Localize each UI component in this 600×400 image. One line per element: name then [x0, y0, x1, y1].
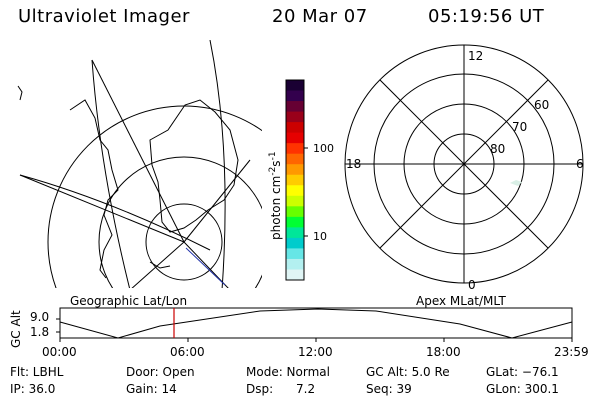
info-gain: Gain: 14	[126, 382, 177, 396]
orbit-y-label: GC Alt	[9, 310, 23, 348]
colorbar-segment	[286, 80, 304, 92]
mlt-label-6: 6	[576, 157, 584, 171]
lat-label-70: 70	[512, 120, 527, 134]
geographic-caption: Geographic Lat/Lon	[70, 294, 188, 308]
meridian	[209, 40, 226, 288]
info-door: Door: Open	[126, 365, 195, 379]
info-dsp: Dsp: 7.2	[246, 382, 316, 396]
colorbar-segment	[286, 185, 304, 197]
colorbar-frame	[285, 79, 305, 281]
colorbar-segment	[286, 174, 304, 186]
time: 05:19:56 UT	[428, 6, 545, 27]
info-flt: Flt: LBHL	[10, 365, 64, 379]
coastline	[69, 99, 119, 279]
coastline	[17, 85, 23, 101]
colorbar-segment	[286, 111, 304, 123]
orbit-panel: GC Alt	[9, 307, 573, 348]
y-tick-label: 9.0	[30, 310, 50, 324]
meridian	[183, 159, 251, 243]
x-tick-label: 00:00	[42, 345, 77, 359]
y-tick-label: 1.8	[30, 325, 50, 339]
colorbar-segment	[286, 153, 304, 165]
orbit-track	[185, 247, 226, 286]
meridian	[91, 59, 185, 243]
colorbar-segment	[286, 206, 304, 218]
colorbar-unit-label: photon cm-2s-1	[268, 151, 283, 240]
info-glat: GLat: −76.1	[486, 365, 559, 379]
x-tick-label: 18:00	[426, 345, 461, 359]
x-tick-label: 06:00	[170, 345, 205, 359]
meridian	[91, 59, 131, 288]
colorbar-segment	[286, 90, 304, 102]
colorbar-segment	[286, 227, 304, 239]
lat-label-60: 60	[534, 98, 549, 112]
colorbar-segment	[286, 122, 304, 134]
aurora-patch	[510, 180, 522, 186]
info-glon: GLon: 300.1	[486, 382, 559, 396]
colorbar-tick-label: 100	[313, 142, 334, 155]
colorbar-segment	[286, 164, 304, 176]
info-seq: Seq: 39	[366, 382, 412, 396]
apex-caption: Apex MLat/MLT	[416, 294, 506, 308]
colorbar-segment	[286, 237, 304, 249]
meridian	[19, 174, 211, 251]
info-gc-alt: GC Alt: 5.0 Re	[366, 365, 450, 379]
colorbar-segment	[286, 101, 304, 113]
mlt-label-18: 18	[346, 157, 361, 171]
polar-plot	[344, 44, 584, 284]
geographic-map	[17, 40, 262, 288]
x-tick-label: 23:59	[554, 345, 589, 359]
lat-circle	[98, 156, 262, 288]
mlt-label-0: 0	[468, 278, 476, 292]
colorbar-segment	[286, 269, 304, 281]
colorbar	[286, 80, 304, 281]
colorbar-segment	[286, 132, 304, 144]
colorbar-segment	[286, 258, 304, 270]
info-ip: IP: 36.0	[10, 382, 56, 396]
lat-circle	[145, 203, 223, 281]
mlt-label-12: 12	[468, 49, 483, 63]
colorbar-tick-label: 10	[313, 230, 327, 243]
polar-diagonal	[379, 79, 549, 249]
x-tick-label: 12:00	[298, 345, 333, 359]
date: 20 Mar 07	[272, 6, 368, 27]
info-mode: Mode: Normal	[246, 365, 330, 379]
title: Ultraviolet Imager	[18, 6, 190, 27]
colorbar-segment	[286, 195, 304, 207]
colorbar-segment	[286, 248, 304, 260]
lat-label-80: 80	[490, 142, 505, 156]
meridian	[19, 174, 185, 243]
colorbar-segment	[286, 216, 304, 228]
colorbar-segment	[286, 143, 304, 155]
coastline	[149, 99, 239, 233]
altitude-curve	[59, 308, 573, 339]
coastline	[149, 261, 171, 269]
